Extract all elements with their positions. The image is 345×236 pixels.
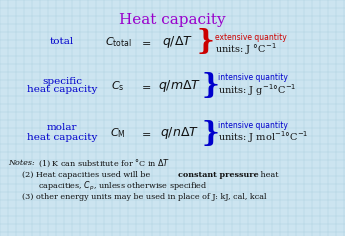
- Text: (3) other energy units may be used in place of J: kJ, cal, kcal: (3) other energy units may be used in pl…: [22, 193, 266, 201]
- Text: units: J g$^{-1}$$\degree$C$^{-1}$: units: J g$^{-1}$$\degree$C$^{-1}$: [218, 82, 296, 98]
- Text: capacities, $C_p$, unless otherwise specified: capacities, $C_p$, unless otherwise spec…: [38, 179, 207, 193]
- Text: $q/m\Delta T$: $q/m\Delta T$: [158, 78, 202, 94]
- Text: }: }: [196, 29, 214, 55]
- Text: (1) K can substitute for $\degree$C in $\Delta T$: (1) K can substitute for $\degree$C in $…: [38, 157, 170, 169]
- Text: (2) Heat capacities used will be: (2) Heat capacities used will be: [22, 171, 153, 179]
- Text: total: total: [50, 38, 74, 46]
- Text: molar: molar: [47, 123, 77, 132]
- Text: $C_{\mathrm{total}}$: $C_{\mathrm{total}}$: [105, 35, 131, 49]
- Text: $q/\Delta T$: $q/\Delta T$: [162, 34, 194, 50]
- Text: constant pressure: constant pressure: [178, 171, 259, 179]
- Text: heat: heat: [258, 171, 278, 179]
- Text: intensive quantity: intensive quantity: [218, 73, 288, 83]
- Text: }: }: [201, 119, 219, 147]
- Text: Heat capacity: Heat capacity: [119, 13, 225, 27]
- Text: $=$: $=$: [139, 37, 151, 47]
- Text: Notes:: Notes:: [8, 159, 35, 167]
- Text: specific: specific: [42, 76, 82, 85]
- Text: $C_{\mathrm{M}}$: $C_{\mathrm{M}}$: [110, 126, 126, 140]
- Text: units: J mol$^{-1}$$\degree$C$^{-1}$: units: J mol$^{-1}$$\degree$C$^{-1}$: [218, 129, 308, 145]
- Text: $=$: $=$: [139, 81, 151, 91]
- Text: heat capacity: heat capacity: [27, 85, 97, 94]
- Text: units: J $\degree$C$^{-1}$: units: J $\degree$C$^{-1}$: [215, 41, 277, 57]
- Text: extensive quantity: extensive quantity: [215, 33, 287, 42]
- Text: heat capacity: heat capacity: [27, 132, 97, 142]
- Text: }: }: [201, 72, 219, 100]
- Text: $C_{\mathrm{s}}$: $C_{\mathrm{s}}$: [111, 79, 125, 93]
- Text: $q/n\Delta T$: $q/n\Delta T$: [160, 125, 199, 141]
- Text: intensive quantity: intensive quantity: [218, 121, 288, 130]
- Text: $=$: $=$: [139, 128, 151, 138]
